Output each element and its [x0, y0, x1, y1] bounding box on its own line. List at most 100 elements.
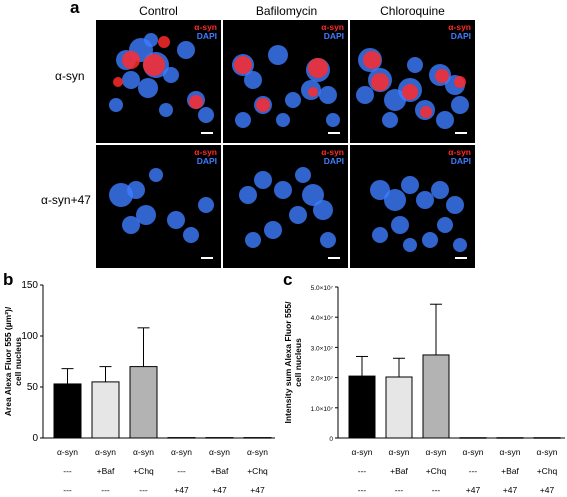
bar [422, 354, 450, 439]
stain-dapi-label: DAPI [196, 31, 217, 41]
category-label: α-syn [57, 447, 78, 457]
dapi-nucleus [302, 184, 324, 206]
dapi-nucleus [453, 238, 467, 252]
syn-signal [256, 98, 270, 112]
dapi-nucleus [437, 217, 453, 233]
category-label: --- [63, 466, 72, 476]
column-label-chloroquine: Chloroquine [380, 4, 445, 18]
dapi-nucleus [319, 86, 337, 104]
dapi-nucleus [295, 167, 311, 183]
y-tick-label: 3.0×10⁷ [311, 345, 334, 352]
dapi-nucleus [451, 96, 469, 114]
category-label: α-syn [133, 447, 154, 457]
bar [205, 437, 234, 439]
stain-dapi-label: DAPI [450, 156, 471, 166]
dapi-nucleus [122, 216, 140, 234]
category-label: +47 [503, 485, 518, 495]
stain-dapi-label: DAPI [323, 156, 344, 166]
dapi-nucleus [183, 227, 199, 243]
category-label: +47 [212, 485, 227, 495]
stain-syn-label: α-syn [194, 147, 217, 157]
y-axis-label: Intensity sum Alexa Fluor 555/ [283, 301, 293, 424]
bar [533, 437, 561, 439]
micrograph-syn-chloroquine: α-syn DAPI [350, 20, 475, 143]
category-label: α-syn [389, 447, 410, 457]
syn-signal [143, 54, 165, 76]
scale-bar [328, 257, 340, 259]
syn-signal [363, 51, 381, 69]
dapi-nucleus [274, 181, 292, 199]
micrograph-syn-bafilomycin: α-syn DAPI [223, 20, 348, 143]
dapi-nucleus [245, 232, 261, 248]
micrograph-syn-control: α-syn DAPI [96, 20, 221, 143]
chart-c: 0 1.0×10⁷ 2.0×10⁷ 3.0×10⁷ 4.0×10⁷ 5.0×10⁷ Inte… [283, 285, 565, 495]
category-label: --- [63, 485, 72, 495]
category-label: +Chq [426, 466, 447, 476]
bar [243, 437, 272, 439]
category-label: +Chq [133, 466, 154, 476]
syn-signal [122, 51, 140, 69]
y-axis-label: cell nucleus [13, 337, 23, 386]
category-label: +Baf [501, 466, 519, 476]
stain-legend: α-syn DAPI [321, 148, 344, 166]
scale-bar [201, 132, 213, 134]
dapi-nucleus [276, 113, 290, 127]
category-label: α-syn [95, 447, 116, 457]
dapi-nucleus [422, 232, 438, 248]
syn-signal [234, 56, 252, 74]
bar [348, 375, 376, 439]
stain-legend: α-syn DAPI [448, 148, 471, 166]
category-label: --- [177, 466, 186, 476]
category-label: --- [358, 466, 367, 476]
y-axis-label: Area Alexa Fluor 555 (µm²)/ [3, 306, 13, 416]
stain-legend: α-syn DAPI [321, 23, 344, 41]
dapi-nucleus [384, 189, 406, 211]
category-label: α-syn [209, 447, 230, 457]
syn-signal [435, 69, 449, 83]
syn-signal [308, 87, 318, 97]
category-label: α-syn [352, 447, 373, 457]
bar [53, 383, 82, 439]
scale-bar [201, 257, 213, 259]
dapi-nucleus [416, 191, 434, 209]
syn-signal [158, 36, 170, 48]
dapi-nucleus [372, 227, 388, 243]
dapi-nucleus [313, 200, 333, 220]
category-label: α-syn [537, 447, 558, 457]
dapi-nucleus [239, 186, 257, 204]
syn-signal [308, 58, 328, 78]
dapi-nucleus [159, 103, 173, 117]
y-tick-label: 0 [329, 436, 333, 443]
syn-signal [189, 95, 203, 109]
syn-signal [113, 77, 123, 87]
bar [167, 437, 196, 439]
stain-syn-label: α-syn [448, 22, 471, 32]
stain-dapi-label: DAPI [450, 31, 471, 41]
dapi-nucleus [198, 197, 214, 213]
category-label: +47 [466, 485, 481, 495]
scale-bar [455, 132, 467, 134]
category-label: --- [358, 485, 367, 495]
row-label-syn-47: α-syn+47 [41, 193, 91, 207]
panel-b-letter: b [3, 270, 14, 289]
category-label: --- [395, 485, 404, 495]
dapi-nucleus [109, 183, 133, 207]
micrograph-syn47-bafilomycin: α-syn DAPI [223, 145, 348, 268]
y-axis-label: cell nucleus [293, 338, 303, 387]
syn-signal [402, 84, 418, 100]
stain-dapi-label: DAPI [323, 31, 344, 41]
category-label: --- [432, 485, 441, 495]
syn-signal [420, 106, 432, 118]
dapi-nucleus [268, 45, 288, 65]
dapi-nucleus [198, 107, 214, 123]
stain-syn-label: α-syn [448, 147, 471, 157]
stain-syn-label: α-syn [321, 147, 344, 157]
dapi-nucleus [436, 111, 454, 129]
dapi-nucleus [431, 181, 449, 199]
category-label: --- [139, 485, 148, 495]
category-label: +Baf [97, 466, 115, 476]
category-label: --- [469, 466, 478, 476]
chart-b: 0 50 100 150 Area Alexa Fluor 555 (µm²)/cell… [3, 280, 275, 495]
bar [385, 376, 413, 439]
syn-signal [454, 76, 466, 88]
